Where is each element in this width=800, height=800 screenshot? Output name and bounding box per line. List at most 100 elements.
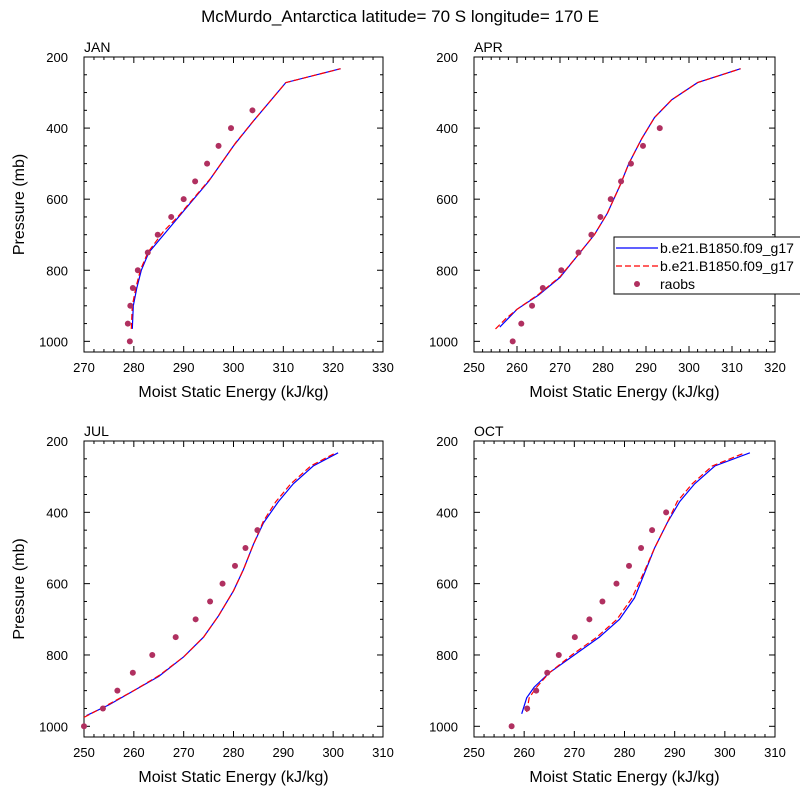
raobs-point [529,302,536,309]
legend-label: b.e21.B1850.f09_g17 [660,258,794,274]
y-tick-label: 1000 [429,334,458,349]
raobs-point [649,527,656,534]
raobs-point [533,687,540,694]
raobs-point [618,178,625,185]
legend-marker [634,281,640,287]
y-tick-label: 800 [436,648,458,663]
raobs-point [127,302,134,309]
x-tick-label: 330 [372,360,394,375]
raobs-point [154,231,161,238]
dashed-series-line [83,452,336,718]
x-axis-label: Moist Static Energy (kJ/kg) [529,384,719,401]
raobs-point [544,669,551,676]
y-tick-label: 600 [46,577,68,592]
x-tick-label: 260 [123,745,145,760]
raobs-point [144,249,151,256]
panel-jan: JAN 270 280 290 300 310 320 330 200 400 600 800 1000… [11,39,394,401]
x-tick-label: 280 [223,745,245,760]
raobs-point [192,616,199,623]
raobs-point [638,544,645,551]
panel-jul: JUL 250 260 270 280 290 300 310 200 400 600 800 1000… [11,423,394,786]
raobs-point [509,338,516,345]
raobs-point [231,562,238,569]
raobs-point [627,160,634,167]
raobs-point [586,616,593,623]
raobs-point [607,196,614,203]
raobs-point [249,107,256,114]
x-tick-label: 310 [372,745,394,760]
raobs-point [207,598,214,605]
legend: b.e21.B1850.f09_g17 b.e21.B1850.f09_g17ra… [613,236,800,295]
y-tick-label: 600 [436,577,458,592]
raobs-point [134,267,141,274]
plot-frame [473,440,776,738]
x-tick-label: 290 [635,360,657,375]
x-tick-label: 310 [764,745,786,760]
raobs-point [114,687,121,694]
figure-title: McMurdo_Antarctica latitude= 70 S longit… [201,7,599,26]
raobs-point [180,196,187,203]
raobs-point [129,669,136,676]
x-tick-label: 290 [664,745,686,760]
y-tick-label: 400 [46,121,68,136]
x-tick-label: 320 [764,360,786,375]
raobs-point [215,142,222,149]
plot-frame [83,440,384,738]
x-tick-label: 250 [463,360,485,375]
raobs-point [149,651,156,658]
raobs-point [124,320,131,327]
raobs-point [558,267,565,274]
raobs-point [254,527,261,534]
solid-series-line [131,68,341,329]
x-tick-label: 290 [272,745,294,760]
raobs-point [639,142,646,149]
raobs-point [172,634,179,641]
y-tick-label: 600 [436,192,458,207]
raobs-point [508,723,515,730]
legend-label: b.e21.B1850.f09_g17 [660,240,794,256]
x-tick-label: 280 [123,360,145,375]
y-tick-label: 200 [436,434,458,449]
y-axis-label: Pressure (mb) [11,538,28,639]
y-tick-label: 200 [46,50,68,65]
x-tick-label: 270 [73,360,95,375]
raobs-point [599,598,606,605]
panel-apr: APR 250 260 270 280 290 300 310 320 200 400 600 800 1… [429,39,786,401]
raobs-point [539,285,546,292]
raobs-point [518,320,525,327]
y-axis-label: Pressure (mb) [11,154,28,255]
x-tick-label: 320 [322,360,344,375]
panel-label: OCT [474,423,504,439]
raobs-point [129,285,136,292]
y-tick-label: 1000 [39,334,68,349]
panel-label: JUL [84,423,109,439]
raobs-point [575,249,582,256]
dashed-series-line [130,68,341,329]
x-tick-label: 270 [549,360,571,375]
x-axis-label: Moist Static Energy (kJ/kg) [529,769,719,786]
y-tick-label: 800 [46,263,68,278]
raobs-point [168,213,175,220]
panel-label: APR [474,39,503,55]
raobs-point [571,634,578,641]
x-tick-label: 300 [678,360,700,375]
raobs-point [81,723,87,730]
raobs-point [626,562,633,569]
raobs-point [597,213,604,220]
x-tick-label: 260 [506,360,528,375]
x-tick-label: 290 [173,360,195,375]
x-tick-label: 270 [173,745,195,760]
raobs-point [242,544,249,551]
y-tick-label: 200 [46,434,68,449]
plot-frame [473,56,776,353]
x-axis-label: Moist Static Energy (kJ/kg) [138,769,328,786]
raobs-point [656,125,663,132]
raobs-point [588,231,595,238]
x-tick-label: 300 [714,745,736,760]
dashed-series-line [526,452,746,713]
x-axis-label: Moist Static Energy (kJ/kg) [138,384,328,401]
legend-label: raobs [660,276,695,292]
y-tick-label: 1000 [39,719,68,734]
raobs-point [204,160,211,167]
